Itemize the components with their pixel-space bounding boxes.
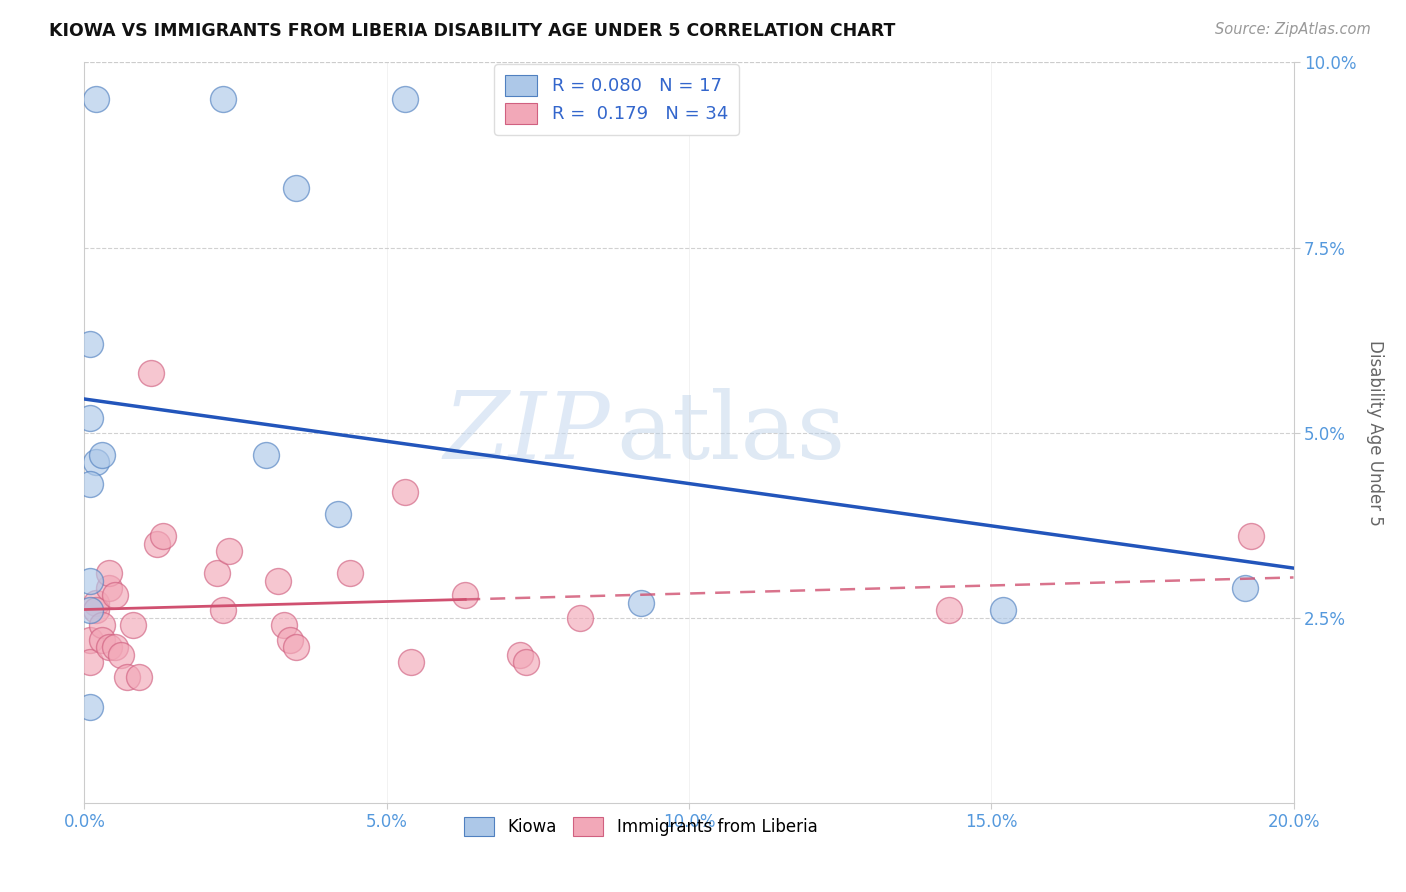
- Point: [328, 507, 350, 521]
- Point: [152, 529, 174, 543]
- Point: [207, 566, 229, 581]
- Point: [630, 596, 652, 610]
- Point: [79, 632, 101, 647]
- Point: [104, 640, 127, 655]
- Text: ZIP: ZIP: [444, 388, 610, 477]
- Point: [121, 618, 143, 632]
- Text: Source: ZipAtlas.com: Source: ZipAtlas.com: [1215, 22, 1371, 37]
- Point: [1234, 581, 1257, 595]
- Point: [86, 92, 108, 106]
- Point: [91, 448, 114, 462]
- Point: [509, 648, 531, 662]
- Point: [212, 92, 235, 106]
- Point: [79, 574, 101, 588]
- Point: [218, 544, 240, 558]
- Point: [254, 448, 277, 462]
- Point: [139, 367, 162, 381]
- Legend: Kiowa, Immigrants from Liberia: Kiowa, Immigrants from Liberia: [454, 807, 827, 847]
- Point: [97, 640, 120, 655]
- Point: [212, 603, 235, 617]
- Point: [267, 574, 290, 588]
- Point: [1240, 529, 1263, 543]
- Text: KIOWA VS IMMIGRANTS FROM LIBERIA DISABILITY AGE UNDER 5 CORRELATION CHART: KIOWA VS IMMIGRANTS FROM LIBERIA DISABIL…: [49, 22, 896, 40]
- Point: [79, 410, 101, 425]
- Point: [97, 566, 120, 581]
- Point: [128, 670, 150, 684]
- Point: [515, 655, 537, 669]
- Point: [394, 484, 416, 499]
- Point: [104, 589, 127, 603]
- Point: [79, 603, 101, 617]
- Point: [91, 632, 114, 647]
- Text: atlas: atlas: [616, 388, 845, 477]
- Point: [86, 596, 108, 610]
- Point: [79, 655, 101, 669]
- Point: [454, 589, 477, 603]
- Point: [79, 477, 101, 491]
- Point: [86, 455, 108, 469]
- Point: [86, 603, 108, 617]
- Point: [339, 566, 361, 581]
- Y-axis label: Disability Age Under 5: Disability Age Under 5: [1367, 340, 1385, 525]
- Point: [399, 655, 422, 669]
- Point: [91, 618, 114, 632]
- Point: [79, 336, 101, 351]
- Point: [285, 640, 308, 655]
- Point: [110, 648, 132, 662]
- Point: [394, 92, 416, 106]
- Point: [569, 610, 592, 624]
- Point: [79, 699, 101, 714]
- Point: [115, 670, 138, 684]
- Point: [273, 618, 295, 632]
- Point: [993, 603, 1015, 617]
- Point: [97, 581, 120, 595]
- Point: [278, 632, 301, 647]
- Point: [285, 181, 308, 195]
- Point: [146, 536, 169, 550]
- Point: [938, 603, 960, 617]
